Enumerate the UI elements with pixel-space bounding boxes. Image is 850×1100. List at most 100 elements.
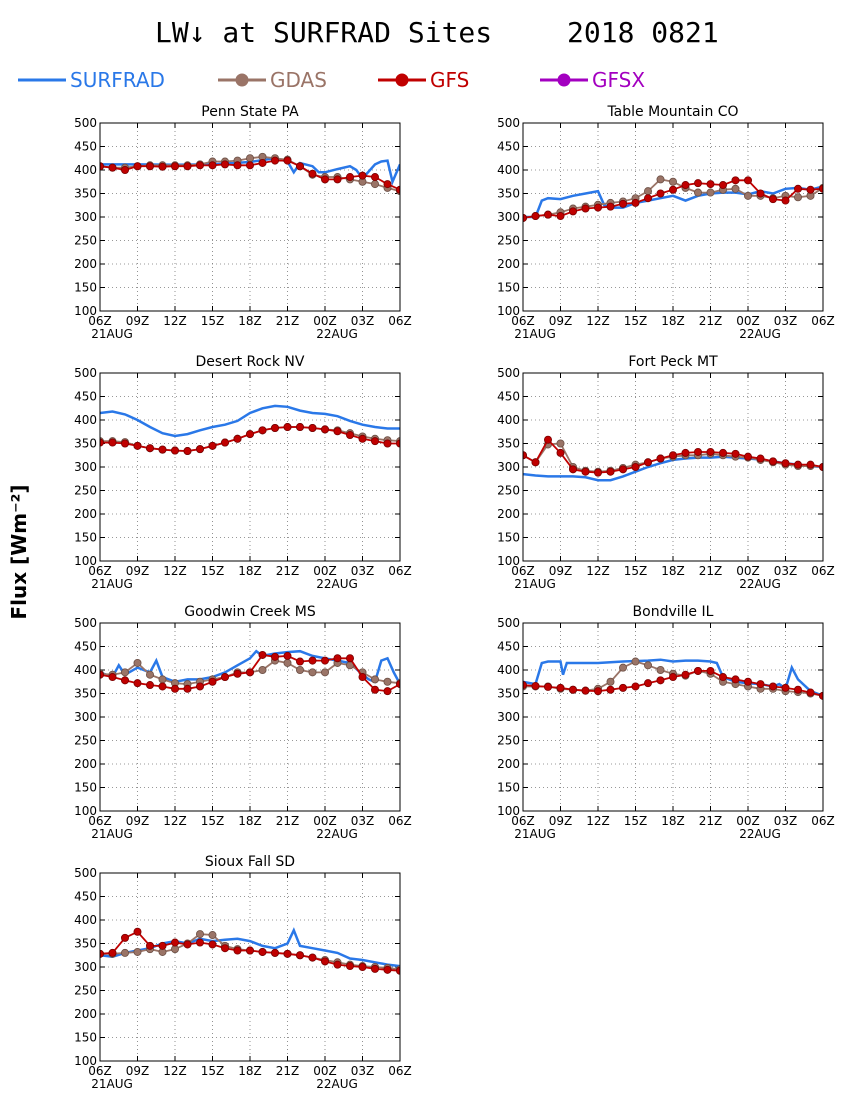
data-point bbox=[283, 949, 292, 958]
x-tick-label: 12Z bbox=[586, 314, 610, 328]
data-point bbox=[370, 437, 379, 446]
panel-table-mountain-co: Table Mountain CO 100 150 200 250 300 350 400 45… bbox=[497, 104, 835, 341]
data-point bbox=[370, 964, 379, 973]
x-tick-label: 18Z bbox=[238, 1064, 262, 1078]
data-point bbox=[756, 454, 765, 463]
x-tick-label: 06Z bbox=[88, 1064, 112, 1078]
y-tick-label: 200 bbox=[497, 257, 520, 271]
y-tick-label: 150 bbox=[74, 781, 97, 795]
data-point bbox=[170, 162, 179, 171]
data-point bbox=[756, 680, 765, 689]
y-tick-label: 250 bbox=[497, 484, 520, 498]
y-tick-label: 450 bbox=[497, 390, 520, 404]
data-point bbox=[744, 677, 753, 686]
data-point bbox=[195, 682, 204, 691]
x-tick-date-label: 22AUG bbox=[316, 827, 358, 841]
data-point bbox=[145, 941, 154, 950]
data-point bbox=[121, 676, 130, 685]
y-tick-label: 300 bbox=[497, 460, 520, 474]
data-point bbox=[383, 677, 392, 686]
plot-frame bbox=[99, 372, 401, 562]
data-point bbox=[806, 185, 815, 194]
data-point bbox=[731, 675, 740, 684]
series-gfs bbox=[523, 176, 823, 222]
x-tick-label: 09Z bbox=[549, 814, 573, 828]
x-tick-label: 06Z bbox=[511, 564, 535, 578]
data-point bbox=[295, 162, 304, 171]
data-point bbox=[656, 175, 665, 184]
data-point bbox=[333, 960, 342, 969]
data-point bbox=[145, 162, 154, 171]
series-gfs bbox=[523, 666, 823, 700]
data-point bbox=[606, 677, 615, 686]
x-tick-date-label: 21AUG bbox=[91, 827, 133, 841]
x-tick-label: 15Z bbox=[201, 564, 225, 578]
y-tick-label: 300 bbox=[74, 460, 97, 474]
data-point bbox=[183, 162, 192, 171]
data-point bbox=[606, 202, 615, 211]
data-point bbox=[556, 448, 565, 457]
data-point bbox=[108, 438, 117, 447]
data-point bbox=[569, 465, 578, 474]
x-tick-label: 00Z bbox=[313, 1064, 337, 1078]
data-point bbox=[370, 675, 379, 684]
data-point bbox=[133, 162, 142, 171]
x-tick-label: 12Z bbox=[163, 564, 187, 578]
x-tick-date-label: 21AUG bbox=[91, 327, 133, 341]
x-tick-label: 21Z bbox=[699, 314, 723, 328]
y-tick-label: 200 bbox=[74, 257, 97, 271]
data-point bbox=[644, 458, 653, 467]
data-point bbox=[270, 156, 279, 165]
data-point bbox=[145, 681, 154, 690]
data-point bbox=[544, 435, 553, 444]
data-point bbox=[270, 423, 279, 432]
data-point bbox=[220, 160, 229, 169]
data-point bbox=[220, 673, 229, 682]
y-axis-label: Flux [Wm⁻²] bbox=[7, 484, 31, 619]
data-point bbox=[333, 175, 342, 184]
y-tick-label: 500 bbox=[497, 616, 520, 630]
panel-penn-state-pa: Penn State PA 100 150 200 250 300 350 400 450 500… bbox=[74, 104, 412, 341]
data-point bbox=[295, 657, 304, 666]
legend-swatch-marker bbox=[235, 73, 249, 87]
data-point bbox=[594, 468, 603, 477]
grid bbox=[523, 123, 823, 311]
legend-item-gfs: GFS bbox=[378, 68, 469, 92]
data-point bbox=[345, 173, 354, 182]
x-tick-label: 21Z bbox=[276, 564, 300, 578]
data-point bbox=[819, 463, 823, 471]
plot-frame bbox=[522, 372, 824, 562]
data-point bbox=[781, 683, 790, 692]
data-point bbox=[731, 449, 740, 458]
y-tick-label: 250 bbox=[74, 484, 97, 498]
data-point bbox=[631, 657, 640, 666]
data-point bbox=[258, 947, 267, 956]
data-point bbox=[308, 953, 317, 962]
x-tick-label: 09Z bbox=[549, 314, 573, 328]
x-tick-label: 09Z bbox=[126, 814, 150, 828]
y-tick-label: 300 bbox=[74, 710, 97, 724]
panel-title: Sioux Fall SD bbox=[205, 854, 295, 870]
data-point bbox=[258, 666, 267, 675]
x-tick-label: 00Z bbox=[313, 564, 337, 578]
panel-title: Penn State PA bbox=[201, 104, 299, 120]
data-point bbox=[133, 658, 142, 667]
data-point bbox=[744, 176, 753, 185]
y-tick-label: 500 bbox=[497, 366, 520, 380]
x-tick-label: 12Z bbox=[163, 314, 187, 328]
x-tick-label: 21Z bbox=[276, 314, 300, 328]
y-tick-label: 400 bbox=[497, 663, 520, 677]
x-tick-label: 21Z bbox=[276, 1064, 300, 1078]
data-point bbox=[108, 163, 117, 172]
data-point bbox=[308, 656, 317, 665]
x-tick-label: 15Z bbox=[624, 314, 648, 328]
data-point bbox=[208, 940, 217, 949]
y-tick-label: 150 bbox=[497, 281, 520, 295]
x-tick-label: 15Z bbox=[624, 564, 648, 578]
data-point bbox=[158, 445, 167, 454]
y-tick-label: 300 bbox=[497, 710, 520, 724]
panel-title: Bondville IL bbox=[633, 604, 714, 620]
data-point bbox=[606, 467, 615, 476]
data-point bbox=[644, 679, 653, 688]
